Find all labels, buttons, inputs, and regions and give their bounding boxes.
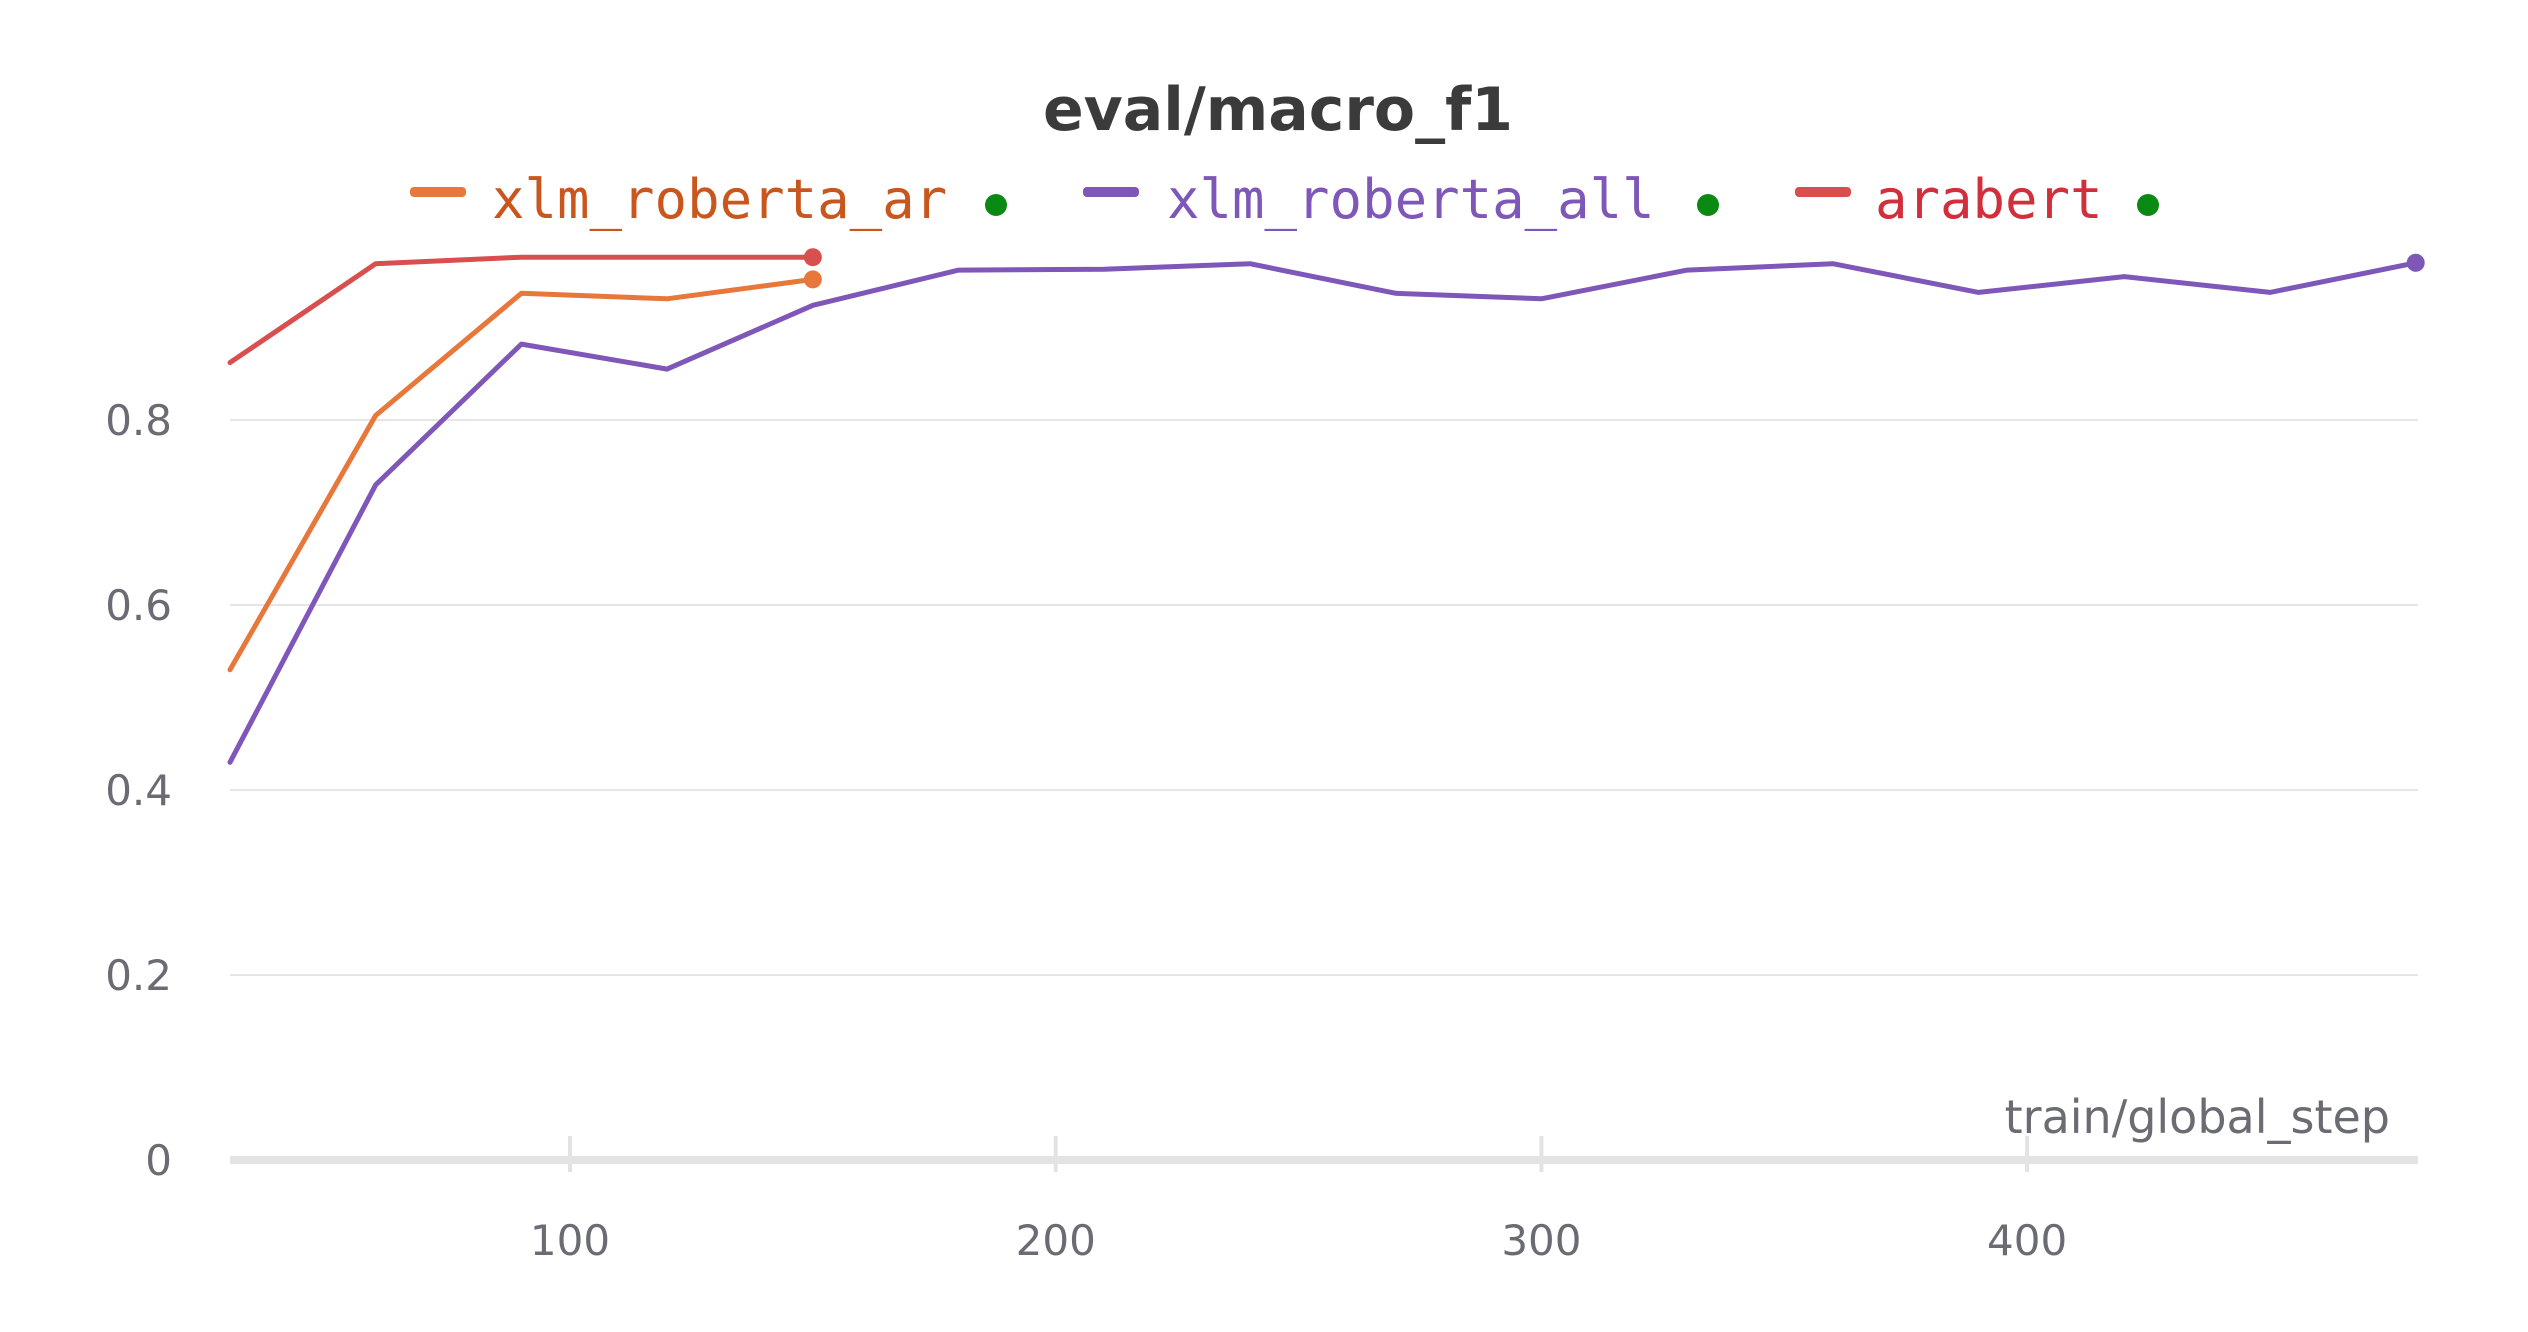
x-tick-label: 400 xyxy=(1987,1216,2067,1265)
x-axis: 100 200 300 400 xyxy=(230,1136,2418,1265)
x-tick-label: 300 xyxy=(1501,1216,1581,1265)
y-tick-label: 0.6 xyxy=(105,581,172,630)
y-axis: 0 0.2 0.4 0.6 0.8 xyxy=(105,396,172,1185)
series-lines xyxy=(227,248,2425,765)
legend-swatch xyxy=(1083,187,1139,197)
series-line-xlm_roberta_ar xyxy=(227,276,816,673)
grid-lines xyxy=(230,419,2418,976)
y-tick-label: 0 xyxy=(145,1136,172,1185)
x-axis-label: train/global_step xyxy=(2005,1090,2390,1144)
series-end-point-xlm_roberta_ar xyxy=(803,270,822,289)
legend-status-dot xyxy=(2137,194,2159,216)
legend-label: xlm_roberta_all xyxy=(1167,168,1655,231)
legend: xlm_roberta_ar xlm_roberta_all arabert xyxy=(410,168,2159,231)
series-line-xlm_roberta_all xyxy=(227,260,2419,765)
series-end-point-xlm_roberta_all xyxy=(2406,253,2425,272)
legend-item-xlm_roberta_all[interactable]: xlm_roberta_all xyxy=(1083,168,1719,231)
y-tick-label: 0.2 xyxy=(105,951,172,1000)
y-tick-label: 0.8 xyxy=(105,396,172,445)
legend-label: xlm_roberta_ar xyxy=(492,168,947,231)
y-tick-label: 0.4 xyxy=(105,766,172,815)
legend-item-arabert[interactable]: arabert xyxy=(1795,168,2159,231)
chart-title: eval/macro_f1 xyxy=(1043,75,1513,145)
legend-swatch xyxy=(410,187,466,197)
x-tick-label: 200 xyxy=(1016,1216,1096,1265)
series-end-point-arabert xyxy=(803,248,822,267)
series-line-arabert xyxy=(227,254,816,366)
legend-swatch xyxy=(1795,187,1851,197)
x-tick-label: 100 xyxy=(530,1216,610,1265)
legend-status-dot xyxy=(985,194,1007,216)
legend-item-xlm_roberta_ar[interactable]: xlm_roberta_ar xyxy=(410,168,1007,231)
legend-label: arabert xyxy=(1875,168,2103,231)
legend-status-dot xyxy=(1697,194,1719,216)
